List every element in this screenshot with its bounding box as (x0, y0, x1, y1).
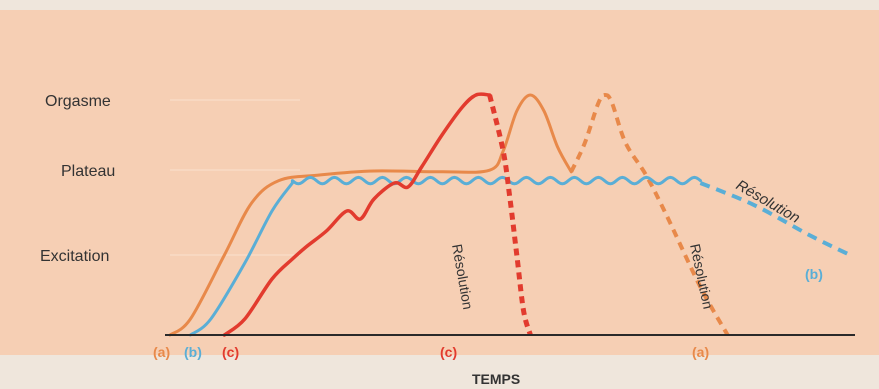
y-level-label-orgasme: Orgasme (45, 93, 111, 110)
series-marker-a-end: (a) (692, 344, 709, 360)
series-marker-b-end: (b) (805, 266, 823, 282)
series-a-group (168, 92, 730, 337)
series-c-resolution-line (487, 94, 533, 336)
series-marker-a-start: (a) (153, 344, 170, 360)
series-b-line (188, 175, 702, 337)
series-c-line (222, 92, 492, 337)
y-level-label-plateau: Plateau (61, 163, 115, 180)
series-b-group (188, 175, 851, 337)
series-c-group (222, 92, 533, 337)
series-marker-b-start: (b) (184, 344, 202, 360)
x-axis-label: TEMPS (472, 371, 520, 387)
series-marker-c-end: (c) (440, 344, 457, 360)
series-b-resolution-line (699, 181, 851, 257)
y-level-label-excitation: Excitation (40, 248, 109, 265)
series-marker-c-start: (c) (222, 344, 239, 360)
series-a-resolution-line (569, 92, 730, 336)
series-a-line (168, 93, 573, 337)
